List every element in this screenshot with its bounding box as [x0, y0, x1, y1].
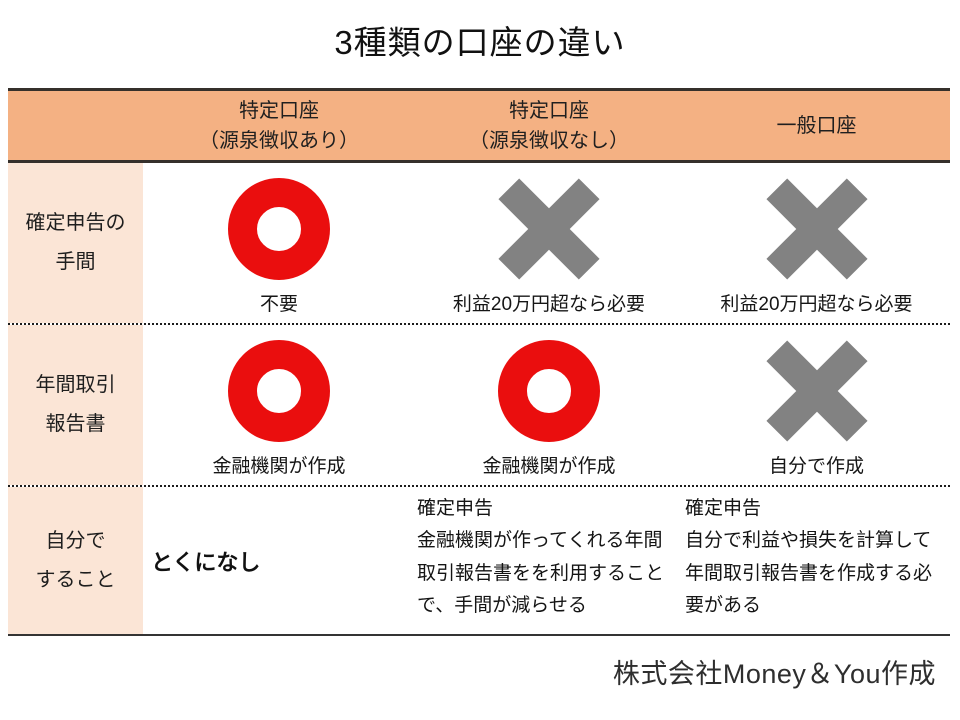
todo-head: 確定申告 [685, 498, 762, 519]
circle-mark-icon [498, 340, 600, 442]
mark-wrap [761, 174, 873, 284]
cross-mark-icon [498, 178, 600, 280]
page-title: 3種類の口座の違い [334, 24, 626, 61]
cell-r3c2: 確定申告 金融機関が作ってくれる年間取引報告書をを利用することで、手間が減らせる [415, 487, 683, 634]
cross-mark-icon [765, 178, 868, 280]
mark-wrap [493, 336, 605, 446]
todo-head: 確定申告 [417, 498, 494, 519]
circle-mark-icon [228, 178, 330, 280]
table-row: 確定申告の 手間 不要 利益20万円超なら必要 [8, 163, 950, 325]
todo-body: 金融機関が作ってくれる年間取引報告書をを利用することで、手間が減らせる [417, 530, 665, 616]
account-comparison-table: 特定口座 （源泉徴収あり） 特定口座 （源泉徴収なし） 一般口座 確定申告の 手… [8, 88, 950, 636]
mark-wrap [223, 174, 335, 284]
row-label-kakutei-shinkoku: 確定申告の 手間 [8, 163, 143, 323]
table-row: 年間取引 報告書 金融機関が作成 金融機関が作成 [8, 325, 950, 487]
table-row: 自分で すること とくになし 確定申告 金融機関が作ってくれる年間取引報告書をを… [8, 487, 950, 634]
header-cell-tokutei-ari: 特定口座 （源泉徴収あり） [199, 99, 359, 152]
cell-r2c2: 金融機関が作成 [415, 325, 683, 485]
header-cell-ippan: 一般口座 [776, 114, 857, 137]
mark-caption: 金融機関が作成 [212, 456, 346, 477]
cell-r3c3: 確定申告 自分で利益や損失を計算して年間取引報告書を作成する必要がある [683, 487, 950, 634]
mark-caption: 不要 [259, 294, 298, 315]
mark-caption: 利益20万円超なら必要 [452, 294, 646, 315]
mark-caption: 金融機関が作成 [482, 456, 616, 477]
todo-body: 自分で利益や損失を計算して年間取引報告書を作成する必要がある [685, 530, 933, 616]
cell-r2c1: 金融機関が作成 [143, 325, 415, 485]
table-header-row: 特定口座 （源泉徴収あり） 特定口座 （源泉徴収なし） 一般口座 [8, 91, 950, 163]
cross-mark-icon [765, 340, 868, 442]
mark-wrap [761, 336, 873, 446]
mark-wrap [223, 336, 335, 446]
row-label-nenkan-torihiki: 年間取引 報告書 [8, 325, 143, 485]
row-label-jibun-de: 自分で すること [8, 487, 143, 634]
cell-r1c2: 利益20万円超なら必要 [415, 163, 683, 323]
header-cell-empty [8, 91, 143, 160]
mark-wrap [493, 174, 605, 284]
header-cell-tokutei-nashi: 特定口座 （源泉徴収なし） [469, 99, 629, 152]
mark-caption: 自分で作成 [768, 456, 864, 477]
cell-r3c1: とくになし [151, 549, 261, 575]
credit-text: 株式会社Money＆You作成 [612, 659, 936, 689]
circle-mark-icon [228, 340, 330, 442]
cell-r1c3: 利益20万円超なら必要 [683, 163, 950, 323]
mark-caption: 利益20万円超なら必要 [720, 294, 913, 315]
cell-r1c1: 不要 [143, 163, 415, 323]
cell-r2c3: 自分で作成 [683, 325, 950, 485]
